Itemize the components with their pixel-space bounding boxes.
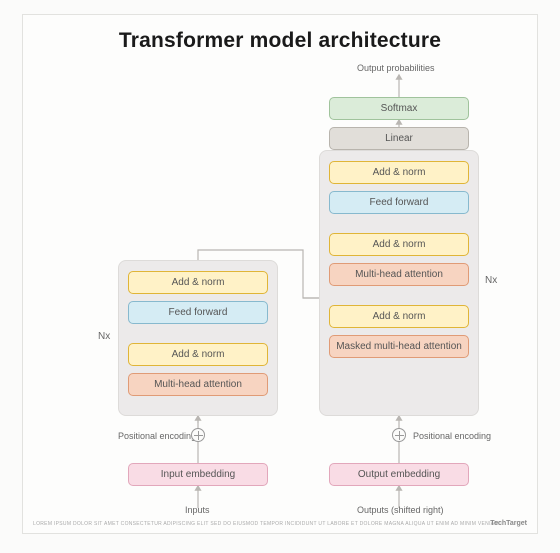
decoder-nx-label: Nx [485,275,497,286]
in_embed-block: Input embedding [128,463,268,486]
plus-icon [191,428,205,442]
enc_an1-block: Add & norm [128,271,268,294]
brand-label: TechTarget [490,520,527,527]
enc_mha-block: Multi-head attention [128,373,268,396]
plus-icon [392,428,406,442]
out_embed-block: Output embedding [329,463,469,486]
encoder-posenc-label: Positional encoding [118,431,196,441]
output-probabilities-label: Output probabilities [357,63,435,73]
dec_mha-block: Multi-head attention [329,263,469,286]
softmax-block: Softmax [329,97,469,120]
dec_ff-block: Feed forward [329,191,469,214]
dec_an2-block: Add & norm [329,233,469,256]
decoder-posenc-label: Positional encoding [413,431,491,441]
diagram-frame: Transformer model architecture [22,14,538,534]
dec_mmha-block: Masked multi-head attention [329,335,469,358]
dec_an3-block: Add & norm [329,305,469,328]
inputs-label: Inputs [185,505,210,515]
dec_an1-block: Add & norm [329,161,469,184]
outputs-label: Outputs (shifted right) [357,505,444,515]
encoder-nx-label: Nx [98,331,110,342]
linear-block: Linear [329,127,469,150]
footer-attribution: LOREM IPSUM DOLOR SIT AMET CONSECTETUR A… [33,521,533,528]
enc_ff-block: Feed forward [128,301,268,324]
enc_an2-block: Add & norm [128,343,268,366]
